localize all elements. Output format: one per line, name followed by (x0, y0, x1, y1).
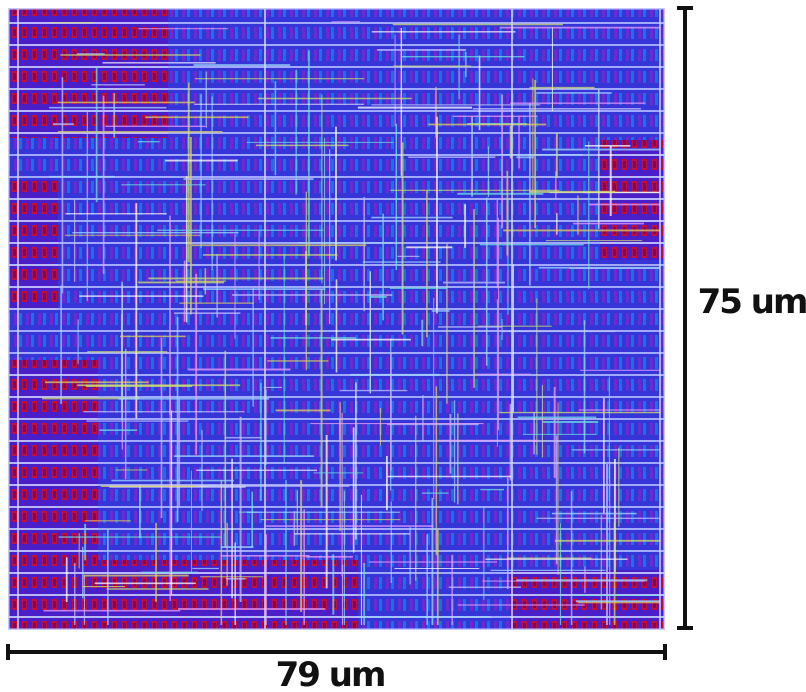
chip-layout (8, 8, 665, 630)
filler-region (8, 180, 58, 310)
filler-region (8, 560, 358, 630)
width-dimension: 79 um (6, 644, 667, 692)
filler-region (510, 570, 665, 630)
routing (17, 8, 661, 630)
height-label: 75 um (698, 282, 806, 322)
width-label: 79 um (276, 655, 385, 692)
height-dimension: 75 um (677, 6, 806, 630)
